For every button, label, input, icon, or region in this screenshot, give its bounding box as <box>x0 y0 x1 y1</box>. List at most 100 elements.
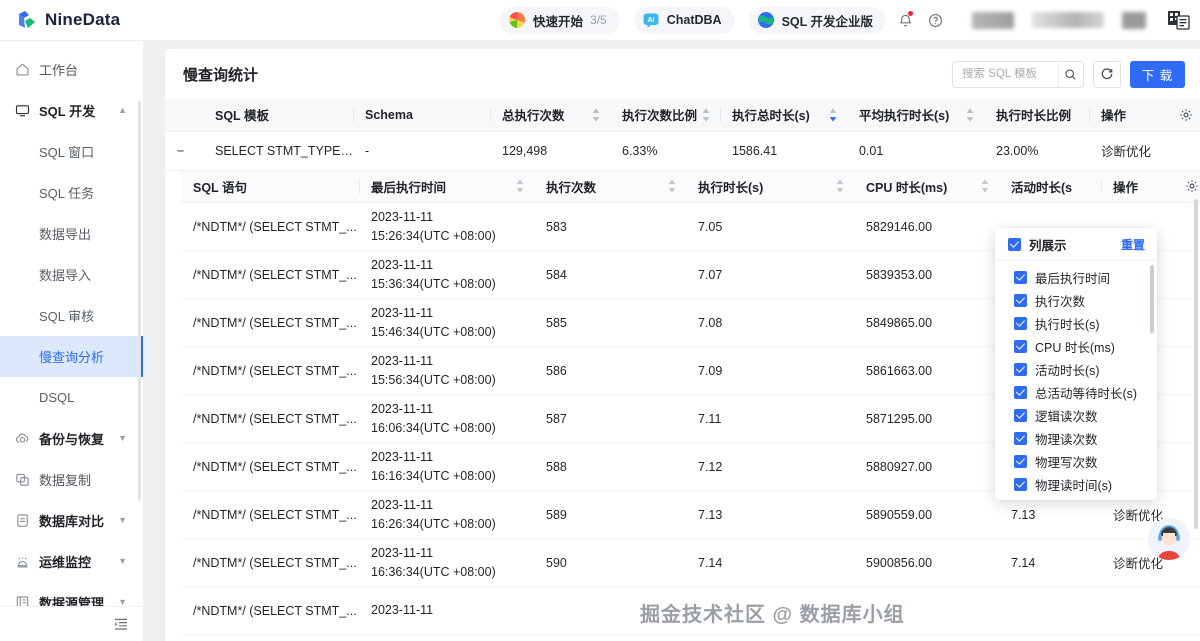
column-option-item[interactable]: 逻辑读次数 <box>995 404 1157 427</box>
column-checkbox[interactable] <box>1014 386 1027 399</box>
support-agent-avatar-icon[interactable] <box>1148 518 1190 560</box>
table-row[interactable]: /*NDTM*/ (SELECT STMT_... 2023-11-11 16:… <box>181 490 1200 539</box>
column-checkbox[interactable] <box>1014 478 1027 491</box>
sidebar-sub-label-wrap[interactable]: SQL 窗口 <box>0 131 143 172</box>
refresh-icon[interactable] <box>1093 60 1121 88</box>
column-option-item[interactable]: 总活动等待时长(s) <box>995 381 1157 404</box>
sort-icon[interactable] <box>836 179 844 193</box>
bell-icon[interactable] <box>890 5 920 35</box>
column-option-item[interactable]: 物理读时间(s) <box>995 473 1157 496</box>
search-box[interactable] <box>952 60 1084 88</box>
sidebar-collapse-icon[interactable] <box>113 616 129 632</box>
column-checkbox[interactable] <box>1014 294 1027 307</box>
column-option-item[interactable]: 执行次数 <box>995 289 1157 312</box>
inner-col-exec-count[interactable]: 执行次数 <box>534 170 686 203</box>
inner-col-cpu-time[interactable]: CPU 时长(ms) <box>854 170 999 203</box>
sidebar-sub-sql-window[interactable]: SQL 窗口 <box>0 131 143 172</box>
cell-exec-time: 7.08 <box>686 298 854 347</box>
chatdba-pill[interactable]: AI ChatDBA <box>633 6 735 34</box>
search-input[interactable] <box>962 68 1058 80</box>
gear-icon[interactable] <box>1179 108 1200 122</box>
sidebar-sub-data-export[interactable]: 数据导出 <box>0 213 143 254</box>
outer-col-total-time[interactable]: 执行总时长(s) <box>720 99 847 132</box>
content-scrollbar[interactable] <box>1194 199 1198 529</box>
sidebar-sub-label-wrap[interactable]: 慢查询分析 <box>0 336 143 377</box>
sidebar-sub-slow-query[interactable]: 慢查询分析 <box>0 336 143 377</box>
sidebar-group-db-compare[interactable]: 数据库对比 ▼ <box>0 500 143 541</box>
cell-exec-count: 588 <box>534 442 686 491</box>
reset-columns-button[interactable]: 重置 <box>1120 237 1145 252</box>
dropdown-scrollbar[interactable] <box>1150 265 1154 333</box>
outer-col-sql-template[interactable]: SQL 模板 <box>203 99 353 132</box>
select-all-checkbox[interactable] <box>1008 237 1021 251</box>
inner-col-last-exec-time[interactable]: 最后执行时间 <box>359 170 534 203</box>
download-button[interactable]: 下 载 <box>1130 60 1185 88</box>
sidebar-group-sql-dev[interactable]: SQL 开发 ▲ <box>0 90 143 131</box>
cell-last-exec-time: 2023-11-11 16:06:34(UTC +08:00) <box>359 394 534 443</box>
brand[interactable]: NineData <box>0 9 143 31</box>
search-icon[interactable] <box>1059 61 1083 88</box>
outer-col-avg-time[interactable]: 平均执行时长(s) <box>847 99 984 132</box>
sidebar: 工作台 SQL 开发 ▲ SQL 窗口 SQL 任务 <box>0 41 143 641</box>
column-checkbox[interactable] <box>1014 455 1027 468</box>
table-row[interactable]: /*NDTM*/ (SELECT STMT_... 2023-11-11 15:… <box>181 202 1200 251</box>
sort-icon[interactable] <box>966 108 974 122</box>
sidebar-group-ops-monitor[interactable]: 运维监控 ▼ <box>0 541 143 582</box>
gear-icon[interactable] <box>1185 179 1200 193</box>
column-option-item[interactable]: 物理写次数 <box>995 450 1157 473</box>
sidebar-sub-label-wrap[interactable]: 数据导入 <box>0 254 143 295</box>
inner-col-active-time[interactable]: 活动时长(s <box>999 170 1101 203</box>
table-row[interactable]: /*NDTM*/ (SELECT STMT_... 2023-11-11 15:… <box>181 298 1200 347</box>
sidebar-sub-data-import[interactable]: 数据导入 <box>0 254 143 295</box>
column-option-item[interactable]: 活动时长(s) <box>995 358 1157 381</box>
table-row[interactable]: /*NDTM*/ (SELECT STMT_... 2023-11-11 <box>181 586 1200 635</box>
sidebar-sub-label-wrap[interactable]: SQL 审核 <box>0 295 143 336</box>
qrcode-icon[interactable] <box>1168 10 1190 30</box>
sidebar-sub-label-wrap[interactable]: SQL 任务 <box>0 172 143 213</box>
sort-icon[interactable] <box>981 179 989 193</box>
cell-action-diagnose[interactable] <box>1101 586 1173 635</box>
sort-icon-active[interactable] <box>829 108 837 122</box>
sidebar-group-backup-restore[interactable]: 备份与恢复 ▼ <box>0 418 143 459</box>
column-option-item[interactable]: 执行时长(s) <box>995 312 1157 335</box>
sidebar-sub-sql-review[interactable]: SQL 审核 <box>0 295 143 336</box>
cell-exec-count: 586 <box>534 346 686 395</box>
sort-icon[interactable] <box>668 179 676 193</box>
column-option-item[interactable]: 最后执行时间 <box>995 266 1157 289</box>
sidebar-sub-sql-task[interactable]: SQL 任务 <box>0 172 143 213</box>
inner-col-exec-time[interactable]: 执行时长(s) <box>686 170 854 203</box>
row-expander[interactable]: − <box>165 131 203 171</box>
table-row[interactable]: /*NDTM*/ (SELECT STMT_... 2023-11-11 15:… <box>181 346 1200 395</box>
sidebar-item-data-replication[interactable]: 数据复制 <box>0 459 143 500</box>
outer-col-settings[interactable] <box>1167 99 1200 132</box>
inner-col-sql[interactable]: SQL 语句 <box>181 170 359 203</box>
sort-icon[interactable] <box>702 108 710 122</box>
sort-icon[interactable] <box>516 179 524 193</box>
column-checkbox[interactable] <box>1014 409 1027 422</box>
sort-icon[interactable] <box>592 108 600 122</box>
table-row[interactable]: − SELECT STMT_TYPE_ID, S... - 129,498 6.… <box>165 131 1200 171</box>
column-checkbox[interactable] <box>1014 317 1027 330</box>
sidebar-sub-label-wrap[interactable]: DSQL <box>0 377 143 418</box>
column-checkbox[interactable] <box>1014 363 1027 376</box>
sidebar-scrollbar[interactable] <box>138 101 141 501</box>
table-row[interactable]: /*NDTM*/ (SELECT STMT_... 2023-11-11 16:… <box>181 538 1200 587</box>
sidebar-sub-label-wrap[interactable]: 数据导出 <box>0 213 143 254</box>
help-circle-icon[interactable] <box>920 5 950 35</box>
column-checkbox[interactable] <box>1014 271 1027 284</box>
inner-col-settings[interactable] <box>1173 170 1200 203</box>
outer-col-schema[interactable]: Schema <box>353 99 490 132</box>
cell-action-diagnose[interactable]: 诊断优化 <box>1089 131 1167 171</box>
quick-start-pill[interactable]: 快速开始 3/5 <box>500 6 620 34</box>
sql-enterprise-pill[interactable]: SQL 开发企业版 <box>748 6 887 34</box>
column-option-item[interactable]: 物理读次数 <box>995 427 1157 450</box>
column-checkbox[interactable] <box>1014 432 1027 445</box>
outer-col-time-ratio[interactable]: 执行时长比例 <box>984 99 1089 132</box>
column-option-item[interactable]: CPU 时长(ms) <box>995 335 1157 358</box>
sidebar-footer <box>0 606 143 641</box>
outer-col-exec-ratio[interactable]: 执行次数比例 <box>610 99 720 132</box>
column-checkbox[interactable] <box>1014 340 1027 353</box>
outer-col-total-exec[interactable]: 总执行次数 <box>490 99 610 132</box>
sidebar-item-workbench[interactable]: 工作台 <box>0 49 143 90</box>
sidebar-sub-dsql[interactable]: DSQL <box>0 377 143 418</box>
